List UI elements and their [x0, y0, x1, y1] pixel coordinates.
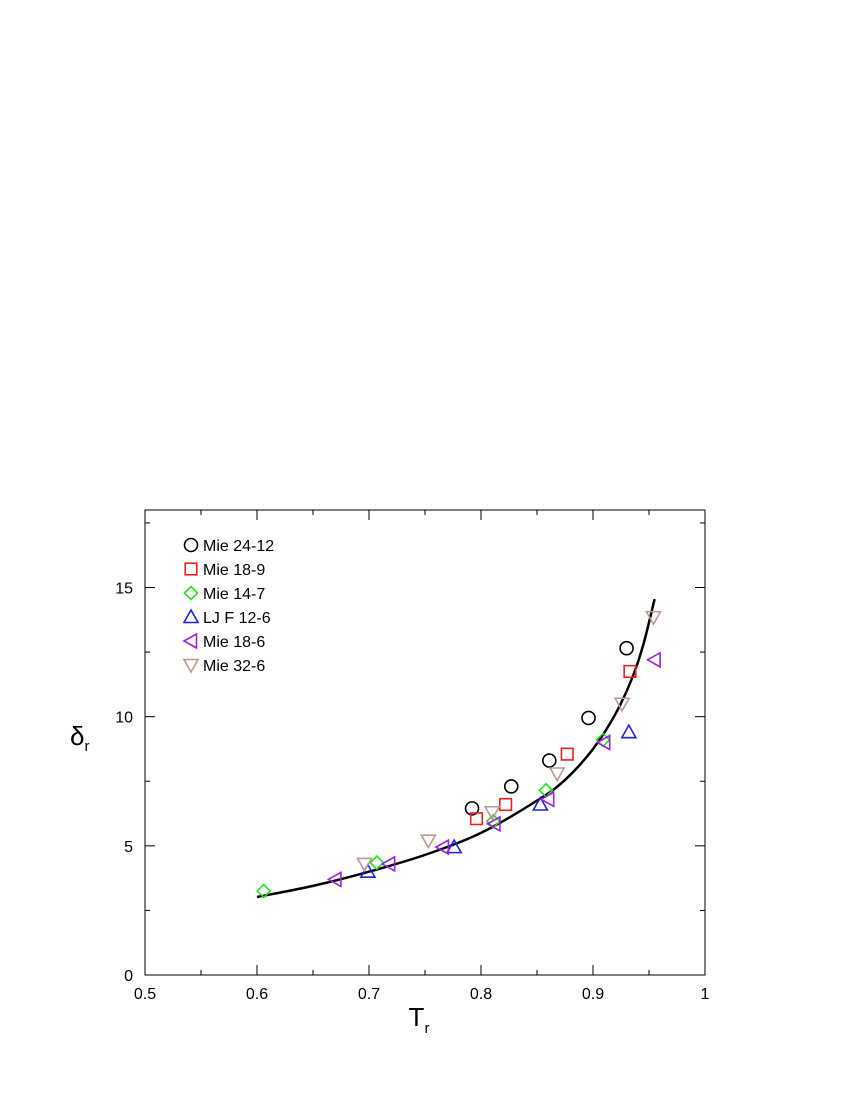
- y-axis-label: δr: [70, 721, 89, 755]
- data-point: [419, 834, 437, 850]
- legend-marker-mie-18-6: [182, 632, 198, 650]
- data-point: [483, 805, 501, 821]
- legend-marker-mie-32-6: [182, 658, 200, 674]
- x-tick-label: 0.7: [358, 986, 380, 1003]
- data-point: [380, 855, 396, 873]
- series-mie-18-6: [326, 651, 661, 888]
- x-axis-label: Tr: [409, 1002, 430, 1037]
- data-point: [623, 664, 637, 679]
- data-point: [531, 795, 549, 811]
- data-point: [256, 883, 272, 899]
- data-point: [445, 838, 463, 854]
- data-point: [548, 767, 566, 783]
- x-tick-label: 0.5: [134, 986, 156, 1003]
- data-point: [581, 710, 596, 726]
- plot-frame: [144, 509, 706, 976]
- data-point: [560, 747, 574, 761]
- data-point: [613, 697, 631, 713]
- x-tick-label: 1: [701, 986, 710, 1003]
- legend-label-mie-18-6: Mie 18-6: [203, 634, 265, 651]
- data-point: [369, 854, 385, 871]
- series-mie-32-6: [356, 610, 662, 873]
- axis-ticks: [144, 510, 706, 976]
- x-tick-label: 0.6: [246, 986, 268, 1003]
- series-mie-24-12: [464, 640, 634, 816]
- data-point: [464, 801, 480, 816]
- data-point: [539, 790, 555, 808]
- series-lj-f-12-6: [359, 723, 638, 878]
- data-point: [619, 640, 634, 656]
- data-point: [542, 753, 557, 768]
- legend-label-mie-14-7: Mie 14-7: [203, 586, 265, 603]
- y-tick-label: 5: [124, 839, 133, 856]
- legend-label-lj-f-12-6: LJ F 12-6: [203, 610, 271, 627]
- legend-marker-mie-24-12: [183, 537, 199, 553]
- data-point: [595, 734, 611, 751]
- data-point: [469, 812, 484, 826]
- legend-label-mie-18-9: Mie 18-9: [203, 562, 265, 579]
- y-tick-label: 10: [115, 710, 133, 727]
- legend-marker-mie-18-9: [184, 562, 198, 576]
- y-tick-label: 0: [124, 968, 133, 985]
- data-point: [326, 871, 342, 888]
- legend-marker-lj-f-12-6: [182, 608, 200, 624]
- x-tick-label: 0.9: [582, 986, 604, 1003]
- legend-label-mie-24-12: Mie 24-12: [203, 538, 274, 555]
- data-point: [645, 610, 662, 626]
- y-tick-label: 15: [115, 581, 133, 598]
- data-point: [499, 797, 513, 812]
- data-point: [503, 779, 519, 794]
- x-tick-label: 0.8: [470, 986, 492, 1003]
- series-mie-14-7: [256, 732, 611, 899]
- legend-label-mie-32-6: Mie 32-6: [203, 658, 265, 675]
- series-mie-18-9: [469, 664, 637, 826]
- data-point: [645, 651, 661, 669]
- data-point: [620, 723, 638, 739]
- data-point: [485, 815, 501, 833]
- data-point: [356, 857, 373, 873]
- data-point: [434, 838, 450, 856]
- data-points: [256, 610, 662, 899]
- legend: Mie 24-12 Mie 18-9 Mie 14-7 LJ F 12-6 Mie 18…: [182, 537, 274, 675]
- legend-marker-mie-14-7: [183, 585, 199, 601]
